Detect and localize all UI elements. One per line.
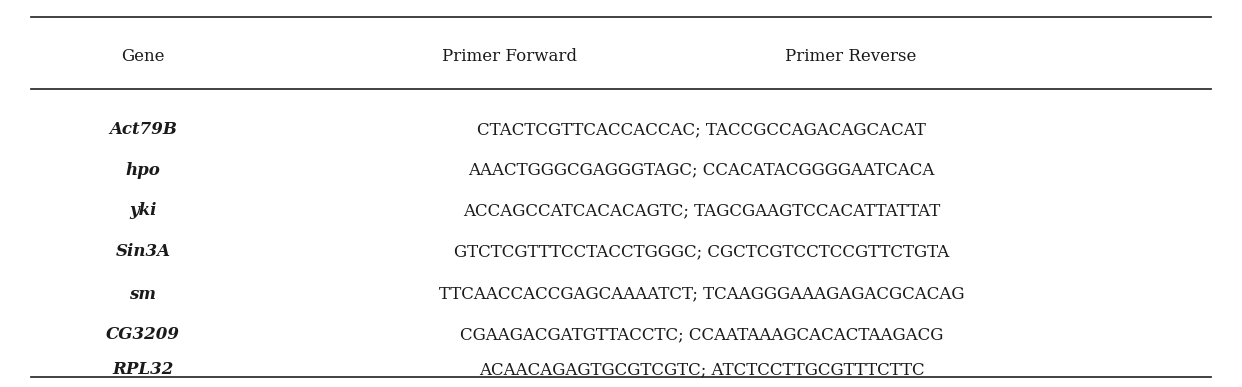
Text: RPL32: RPL32: [112, 361, 174, 378]
Text: Primer Forward: Primer Forward: [442, 48, 576, 65]
Text: GTCTCGTTTCCTACCTGGGC; CGCTCGTCCTCCGTTCTGTA: GTCTCGTTTCCTACCTGGGC; CGCTCGTCCTCCGTTCTG…: [455, 243, 949, 260]
Text: TTCAACCACCGAGCAAAATCT; TCAAGGGAAAGAGACGCACAG: TTCAACCACCGAGCAAAATCT; TCAAGGGAAAGAGACGC…: [438, 286, 965, 303]
Text: sm: sm: [129, 286, 156, 303]
Text: hpo: hpo: [125, 162, 160, 179]
Text: Sin3A: Sin3A: [116, 243, 170, 260]
Text: ACCAGCCATCACACAGTC; TAGCGAAGTCCACATTATTAT: ACCAGCCATCACACAGTC; TAGCGAAGTCCACATTATTA…: [463, 202, 940, 219]
Text: Primer Reverse: Primer Reverse: [785, 48, 917, 65]
Text: AAACTGGGCGAGGGTAGC; CCACATACGGGGAATCACA: AAACTGGGCGAGGGTAGC; CCACATACGGGGAATCACA: [468, 162, 935, 179]
Text: CGAAGACGATGTTACCTC; CCAATAAAGCACACTAAGACG: CGAAGACGATGTTACCTC; CCAATAAAGCACACTAAGAC…: [460, 326, 944, 343]
Text: ACAACAGAGTGCGTCGTC; ATCTCCTTGCGTTTCTTC: ACAACAGAGTGCGTCGTC; ATCTCCTTGCGTTTCTTC: [479, 361, 924, 378]
Text: Gene: Gene: [120, 48, 165, 65]
Text: CG3209: CG3209: [106, 326, 180, 343]
Text: Act79B: Act79B: [109, 121, 176, 138]
Text: CTACTCGTTCACCACCAC; TACCGCCAGACAGCACAT: CTACTCGTTCACCACCAC; TACCGCCAGACAGCACAT: [477, 121, 927, 138]
Text: yki: yki: [129, 202, 156, 219]
